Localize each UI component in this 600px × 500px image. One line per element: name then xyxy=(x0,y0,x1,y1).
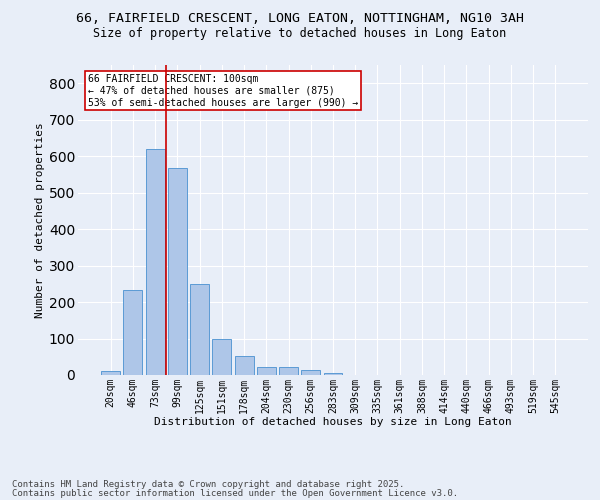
Bar xyxy=(146,149,164,375)
Text: 66, FAIRFIELD CRESCENT, LONG EATON, NOTTINGHAM, NG10 3AH: 66, FAIRFIELD CRESCENT, LONG EATON, NOTT… xyxy=(76,12,524,26)
Bar xyxy=(190,284,209,375)
Text: Size of property relative to detached houses in Long Eaton: Size of property relative to detached ho… xyxy=(94,28,506,40)
Bar xyxy=(257,367,276,375)
Bar xyxy=(212,338,231,375)
Text: 66 FAIRFIELD CRESCENT: 100sqm
← 47% of detached houses are smaller (875)
53% of : 66 FAIRFIELD CRESCENT: 100sqm ← 47% of d… xyxy=(88,74,358,108)
Bar xyxy=(323,373,343,375)
Bar xyxy=(235,356,254,375)
Bar xyxy=(101,372,120,375)
Bar xyxy=(301,370,320,375)
Bar xyxy=(279,367,298,375)
Y-axis label: Number of detached properties: Number of detached properties xyxy=(35,122,44,318)
Bar xyxy=(124,290,142,375)
Text: Contains HM Land Registry data © Crown copyright and database right 2025.: Contains HM Land Registry data © Crown c… xyxy=(12,480,404,489)
Bar xyxy=(168,168,187,375)
X-axis label: Distribution of detached houses by size in Long Eaton: Distribution of detached houses by size … xyxy=(154,417,512,427)
Text: Contains public sector information licensed under the Open Government Licence v3: Contains public sector information licen… xyxy=(12,489,458,498)
